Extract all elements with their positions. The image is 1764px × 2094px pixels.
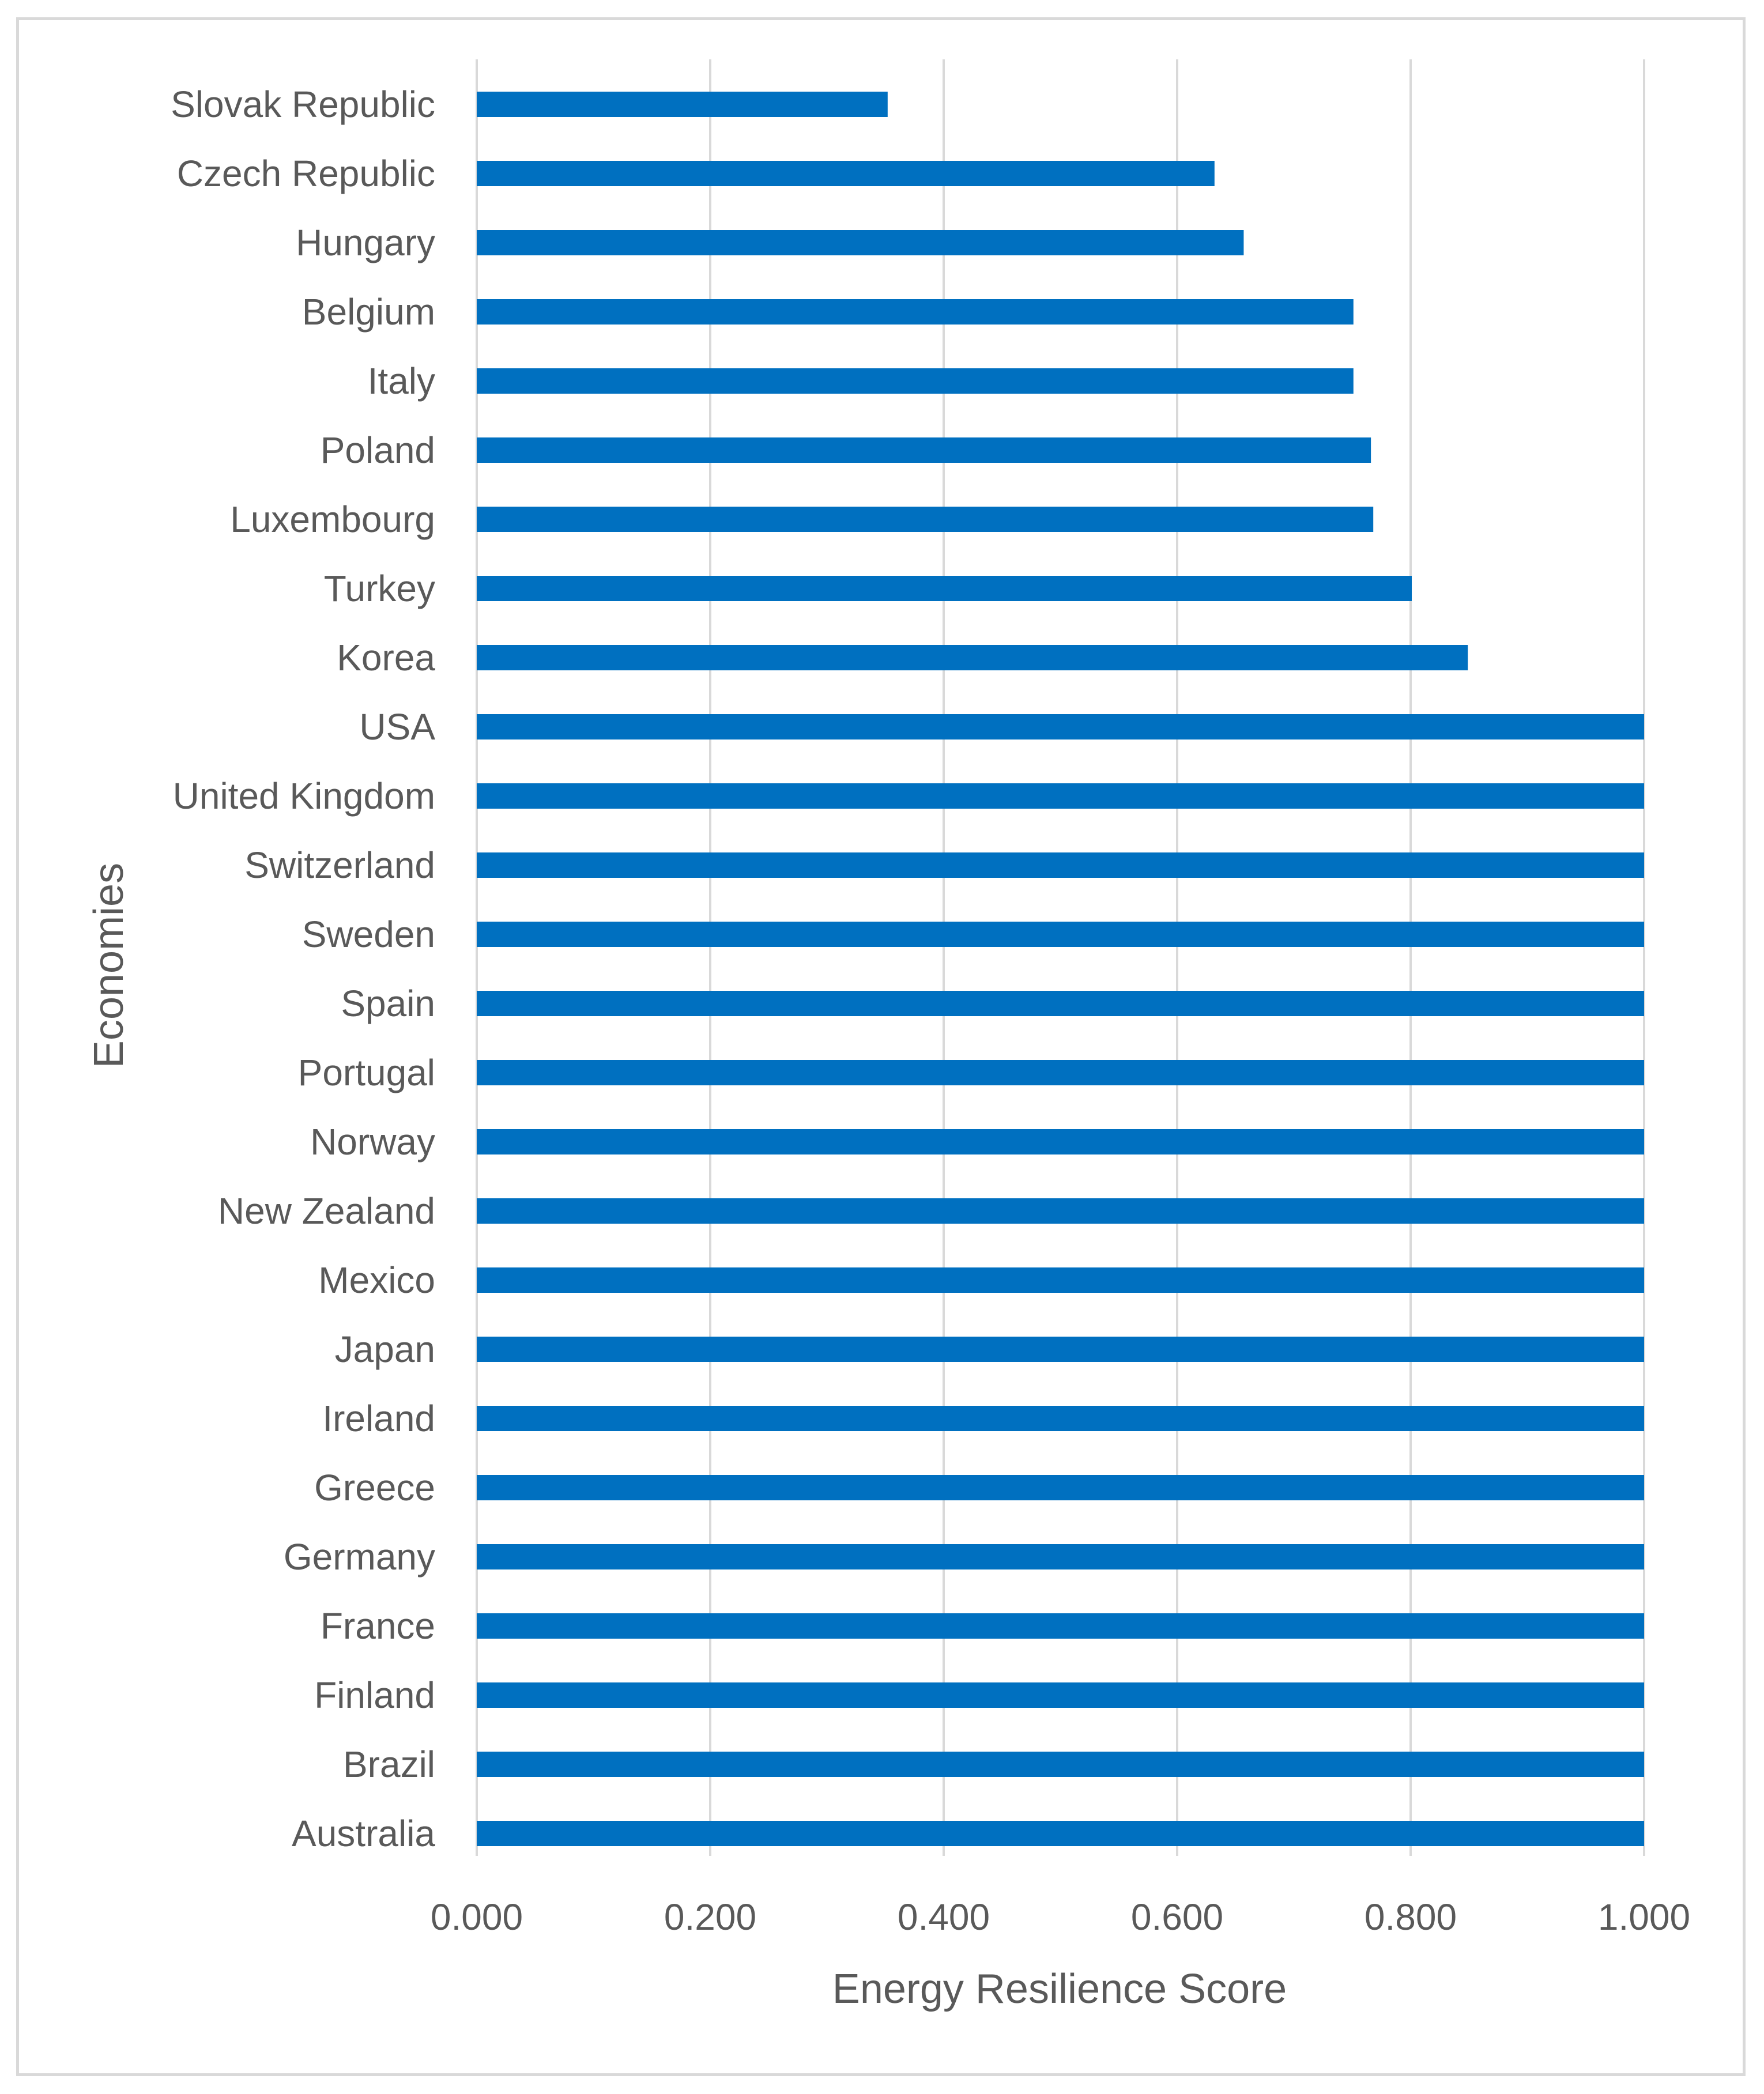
bar: [477, 1475, 1644, 1500]
bar: [477, 1060, 1644, 1085]
bar: [477, 1613, 1644, 1639]
category-label: USA: [359, 706, 435, 748]
category-label: Belgium: [302, 291, 435, 333]
x-axis-title: Energy Resilience Score: [832, 1966, 1287, 2012]
x-tick-label: 0.400: [898, 1896, 990, 1938]
category-label: Australia: [292, 1813, 435, 1854]
y-axis-title: Economies: [86, 863, 132, 1068]
category-label: Sweden: [302, 914, 435, 955]
x-tick-label: 0.800: [1365, 1896, 1457, 1938]
category-label: Luxembourg: [230, 499, 435, 540]
category-labels: Slovak Republic Czech Republic Hungary Belg…: [171, 84, 435, 1854]
bar: [477, 1198, 1644, 1224]
category-label: Czech Republic: [177, 153, 435, 194]
bar: [477, 1682, 1644, 1708]
bar: [477, 92, 888, 117]
bars: [477, 92, 1644, 1846]
gridlines: [476, 59, 1645, 1856]
bar: [477, 1129, 1644, 1154]
bar: [477, 783, 1644, 809]
category-label: Germany: [284, 1536, 435, 1578]
category-label: Turkey: [324, 568, 435, 609]
bar: [477, 576, 1412, 601]
category-label: Finland: [314, 1674, 435, 1716]
bar: [477, 161, 1215, 186]
chart-frame: [16, 17, 1746, 2076]
x-tick-label: 0.600: [1131, 1896, 1223, 1938]
bar: [477, 230, 1244, 255]
category-label: United Kingdom: [173, 775, 435, 817]
bar: [477, 507, 1374, 532]
bar: [477, 1752, 1644, 1777]
bar: [477, 991, 1644, 1016]
bar: [477, 852, 1644, 878]
category-label: Mexico: [318, 1259, 435, 1301]
category-label: Ireland: [322, 1398, 435, 1439]
category-label: Hungary: [296, 222, 435, 263]
bar: [477, 1267, 1644, 1293]
bar: [477, 714, 1644, 739]
category-label: Brazil: [343, 1744, 435, 1785]
category-label: Switzerland: [244, 844, 435, 886]
bar: [477, 368, 1354, 394]
bar: [477, 922, 1644, 947]
category-label: Korea: [337, 637, 435, 678]
bar: [477, 1544, 1644, 1569]
category-label: Italy: [368, 360, 435, 402]
bar: [477, 645, 1468, 670]
category-label: Spain: [341, 983, 435, 1024]
x-tick-label: 0.200: [664, 1896, 756, 1938]
bar: [477, 299, 1354, 325]
category-label: France: [321, 1605, 435, 1647]
category-label: New Zealand: [218, 1190, 435, 1232]
x-tick-labels: 0.000 0.200 0.400 0.600 0.800 1.000: [431, 1896, 1690, 1938]
category-label: Poland: [321, 429, 435, 471]
bar: [477, 1337, 1644, 1362]
category-label: Japan: [335, 1329, 435, 1370]
category-label: Greece: [314, 1467, 435, 1508]
bar: [477, 1821, 1644, 1846]
bar: [477, 1406, 1644, 1431]
category-label: Portugal: [298, 1052, 435, 1093]
category-label: Slovak Republic: [171, 84, 435, 125]
category-label: Norway: [310, 1121, 435, 1163]
x-tick-label: 0.000: [431, 1896, 523, 1938]
x-tick-label: 1.000: [1598, 1896, 1690, 1938]
bar: [477, 437, 1371, 463]
